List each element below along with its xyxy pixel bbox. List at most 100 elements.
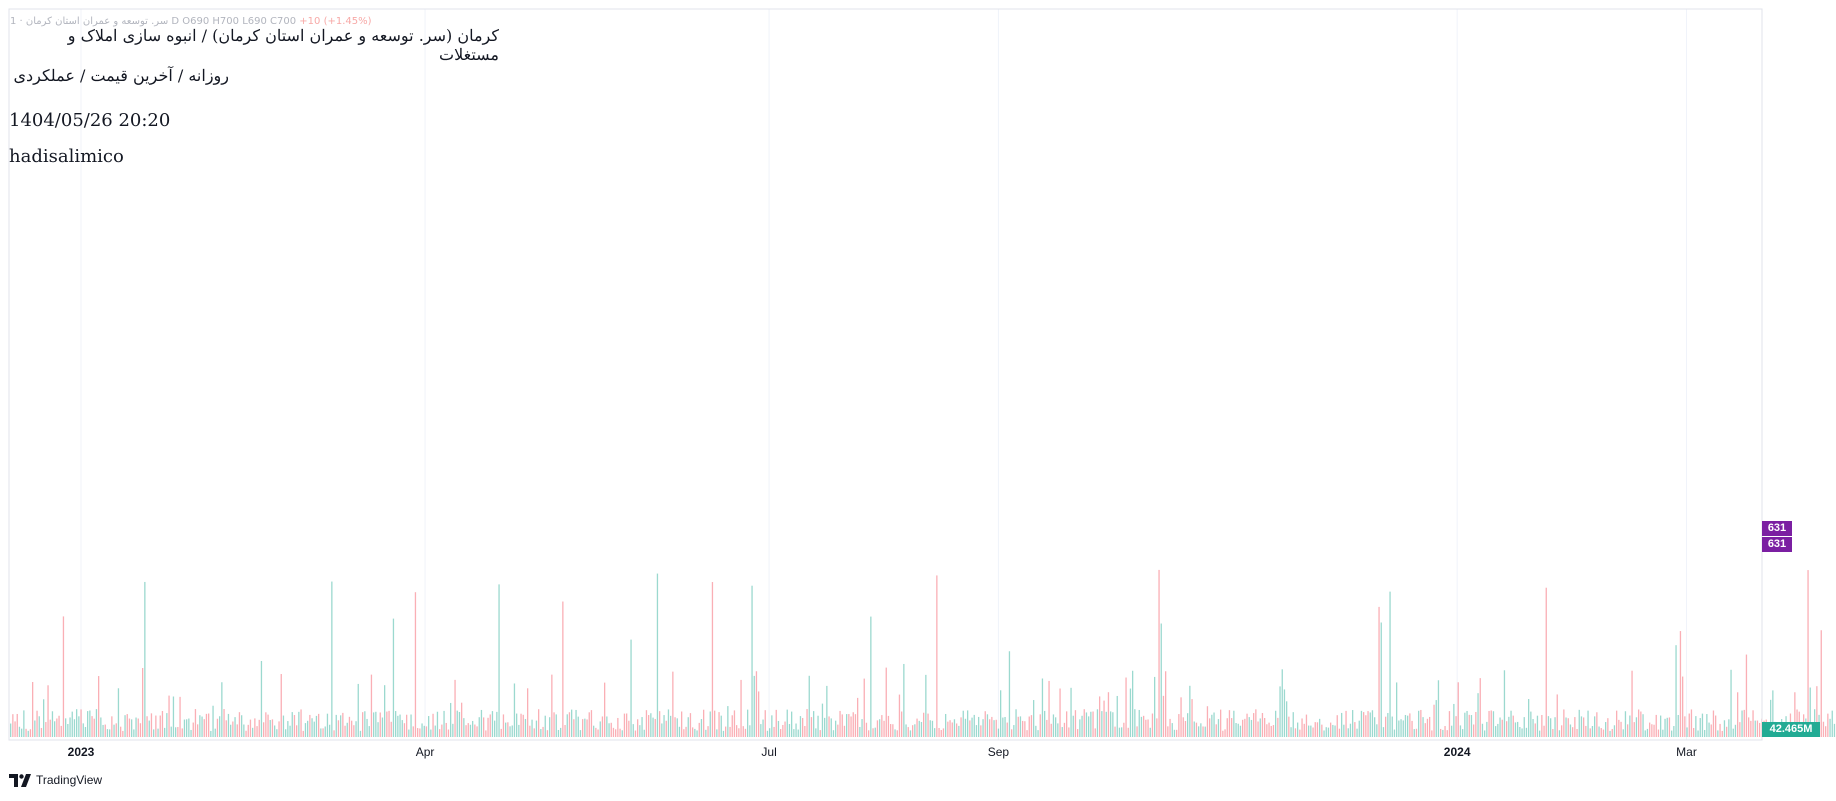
volume-bar (1561, 725, 1563, 737)
volume-bar (1347, 728, 1349, 737)
volume-bar (663, 715, 665, 737)
volume-bar (1404, 714, 1407, 737)
volume-bar (1495, 726, 1497, 737)
volume-bar (1363, 712, 1365, 737)
volume-bar (1389, 591, 1391, 737)
volume-bar (1400, 719, 1402, 737)
volume-bar (698, 722, 700, 737)
volume-bar (876, 720, 879, 737)
volume-bar (353, 725, 355, 737)
volume-bar (87, 711, 89, 737)
volume-bar (1697, 730, 1699, 737)
volume-bar (744, 728, 747, 737)
volume-bar (1132, 670, 1134, 737)
volume-bar (520, 713, 522, 737)
volume-bar (993, 720, 995, 737)
volume-bar (362, 712, 364, 737)
volume-bar (1244, 718, 1246, 737)
volume-bar (912, 725, 914, 737)
volume-bar (931, 720, 934, 737)
volume-bar (808, 675, 810, 737)
volume-bar (1393, 729, 1396, 737)
volume-bar (1794, 692, 1796, 737)
volume-bar (1235, 723, 1237, 737)
volume-bar (577, 716, 579, 737)
volume-bar (1649, 722, 1651, 737)
volume-bar (1479, 678, 1481, 737)
volume-bar (1369, 712, 1371, 737)
volume-bar (1671, 730, 1673, 737)
volume-bar (1510, 710, 1512, 737)
volume-bar (320, 728, 322, 737)
volume-bar (199, 715, 201, 737)
volume-bar (1508, 716, 1510, 737)
volume-bar (1338, 728, 1341, 737)
volume-bar (1145, 719, 1147, 737)
volume-bar (1407, 715, 1409, 737)
volume-bar (1486, 721, 1488, 737)
volume-bar (1035, 725, 1037, 737)
volume-bar (1248, 717, 1250, 737)
volume-bars (10, 569, 1836, 737)
volume-bar (617, 717, 619, 737)
volume-bar (1435, 700, 1437, 737)
volume-bar (1198, 726, 1200, 737)
volume-bar (747, 709, 749, 737)
volume-bar (458, 711, 461, 737)
volume-bar (694, 728, 696, 737)
volume-bar (1160, 623, 1162, 737)
volume-bar (78, 716, 80, 737)
volume-bar (1259, 718, 1261, 737)
volume-bar (650, 713, 652, 737)
volume-bar (164, 727, 166, 737)
volume-bar (1699, 718, 1701, 737)
volume-bar (892, 724, 894, 737)
volume-bar (467, 723, 469, 737)
volume-bar (280, 674, 282, 737)
volume-bar (1138, 709, 1140, 737)
volume-bar (703, 709, 705, 737)
volume-bar (355, 721, 357, 737)
volume-bar (436, 711, 439, 737)
volume-bar (1356, 728, 1358, 737)
volume-bar (956, 723, 958, 737)
volume-bar (1690, 709, 1693, 737)
volume-bar (311, 718, 313, 737)
volume-bar (166, 713, 168, 737)
volume-bar (496, 711, 498, 737)
volume-bar (117, 688, 120, 737)
volume-bar (1077, 729, 1079, 737)
volume-bar (1107, 692, 1110, 737)
volume-bar (729, 726, 731, 737)
volume-bar (573, 719, 575, 737)
volume-bar (689, 713, 692, 737)
volume-bar (1222, 730, 1224, 737)
volume-bar (630, 639, 632, 737)
volume-bar (1024, 721, 1026, 737)
volume-bar (1580, 716, 1583, 737)
volume-bar (1022, 720, 1024, 737)
volume-bar (1490, 710, 1492, 737)
volume-bar (1723, 720, 1726, 737)
volume-bar (1385, 716, 1387, 737)
volume-bar (1015, 709, 1017, 737)
volume-bar (1165, 671, 1167, 737)
volume-bar (1618, 719, 1620, 737)
volume-bar (826, 685, 828, 737)
volume-bar (430, 729, 432, 737)
volume-bar (716, 729, 718, 737)
volume-bar (1712, 710, 1715, 737)
volume-bar (1167, 726, 1169, 737)
volume-bar (1521, 728, 1523, 737)
volume-bar (183, 719, 186, 737)
volume-bar (122, 730, 124, 737)
volume-bar (82, 723, 84, 737)
volume-bar (1554, 717, 1556, 737)
volume-bar (1281, 669, 1283, 737)
volume-bar (388, 710, 390, 737)
volume-bar (216, 718, 219, 737)
volume-bar (1664, 718, 1666, 737)
volume-bar (210, 730, 212, 737)
volume-bar (1242, 719, 1244, 737)
